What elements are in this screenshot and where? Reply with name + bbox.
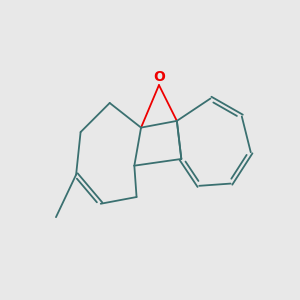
Text: O: O — [153, 70, 165, 84]
